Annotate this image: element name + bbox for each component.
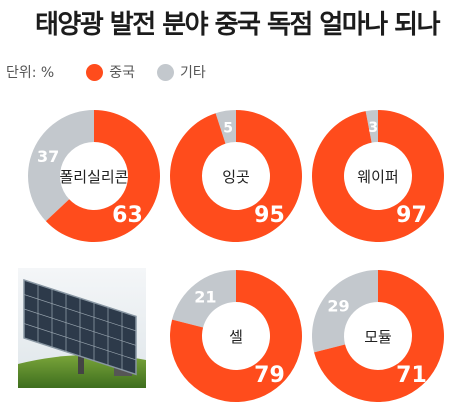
value-label-china: 71 <box>396 363 427 388</box>
category-label: 셀 <box>229 328 243 346</box>
slice-other <box>312 270 378 353</box>
donut-chart: 웨이퍼 97 3 <box>312 110 444 242</box>
value-label-china: 97 <box>396 203 427 228</box>
legend: 단위: % 중국 기타 <box>6 62 206 82</box>
unit-label: 단위: % <box>6 65 55 81</box>
slice-china <box>314 270 445 403</box>
value-label-other: 29 <box>327 296 349 315</box>
legend-item-china: 중국 <box>86 62 135 82</box>
category-label: 모듈 <box>364 328 392 346</box>
value-label-other: 21 <box>194 287 216 306</box>
slice-other <box>365 110 378 143</box>
value-label-china: 95 <box>254 203 285 228</box>
slice-other <box>172 270 236 328</box>
solar-panel-image <box>18 268 146 388</box>
slice-china <box>45 110 160 243</box>
chart-title: 태양광 발전 분야 중국 독점 얼마나 되나 <box>34 10 441 40</box>
value-label-other: 3 <box>368 120 378 136</box>
legend-swatch-other <box>157 63 174 81</box>
value-label-china: 79 <box>254 363 285 388</box>
slice-other <box>215 110 236 144</box>
slice-china <box>170 270 303 403</box>
legend-label-china: 중국 <box>109 65 135 81</box>
legend-item-other: 기타 <box>157 62 206 82</box>
slice-china <box>170 110 302 242</box>
legend-label-other: 기타 <box>180 65 206 81</box>
value-label-china: 63 <box>112 203 143 228</box>
category-label: 잉곳 <box>222 168 250 186</box>
legend-swatch-china <box>86 63 104 81</box>
value-label-other: 37 <box>37 147 59 166</box>
slice-other <box>28 110 94 222</box>
donut-chart: 셀 79 21 <box>170 270 303 403</box>
donut-chart: 폴리실리콘 63 37 <box>28 110 160 243</box>
category-label: 웨이퍼 <box>357 168 398 186</box>
slice-china <box>312 110 444 242</box>
value-label-other: 5 <box>223 121 233 137</box>
category-label: 폴리실리콘 <box>59 168 128 186</box>
